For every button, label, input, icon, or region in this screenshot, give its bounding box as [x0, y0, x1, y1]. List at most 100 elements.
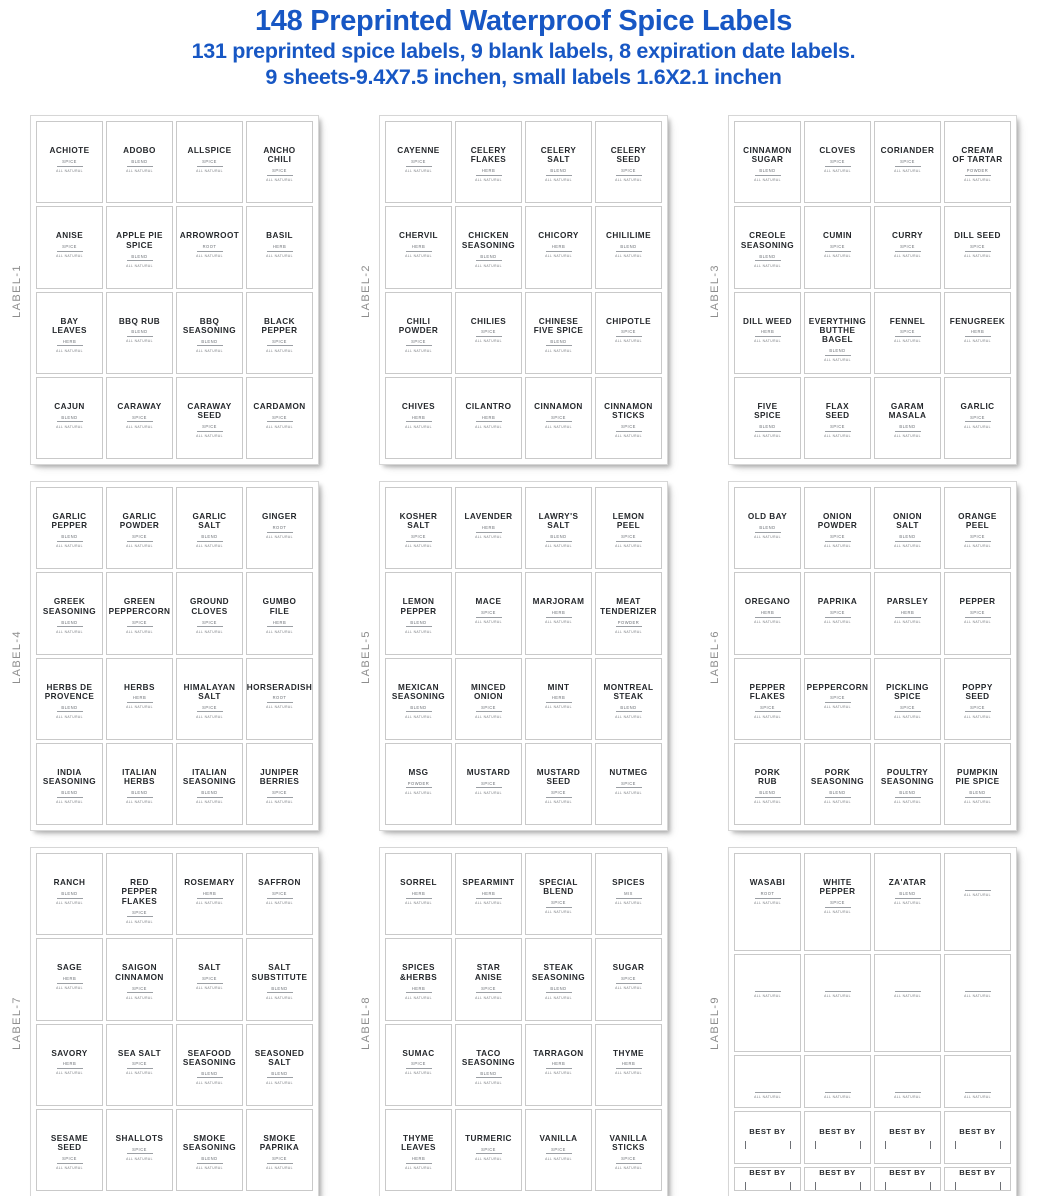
spice-label[interactable]: CHINESE FIVE SPICE BLEND ALL NATURAL: [525, 291, 592, 374]
best-by-label[interactable]: BEST BY: [734, 1166, 801, 1191]
best-by-date-slots[interactable]: [884, 1140, 931, 1149]
spice-label[interactable]: CREAM OF TARTAR POWDER ALL NATURAL: [944, 121, 1011, 204]
best-by-label[interactable]: BEST BY: [804, 1166, 871, 1191]
spice-label[interactable]: TACO SEASONING BLEND ALL NATURAL: [455, 1023, 522, 1106]
spice-label[interactable]: RANCH BLEND ALL NATURAL: [36, 853, 103, 936]
spice-label[interactable]: CHICORY HERB ALL NATURAL: [525, 206, 592, 289]
spice-label[interactable]: BASIL HERB ALL NATURAL: [246, 206, 313, 289]
spice-label[interactable]: FLAX SEED SPICE ALL NATURAL: [804, 376, 871, 459]
spice-label[interactable]: PEPPER SPICE ALL NATURAL: [944, 572, 1011, 655]
spice-label[interactable]: MSG POWDER ALL NATURAL: [385, 742, 452, 825]
spice-label[interactable]: SAVORY HERB ALL NATURAL: [36, 1023, 103, 1106]
spice-label[interactable]: ROSEMARY HERB ALL NATURAL: [176, 853, 243, 936]
spice-label[interactable]: CHERVIL HERB ALL NATURAL: [385, 206, 452, 289]
spice-label[interactable]: FENNEL SPICE ALL NATURAL: [874, 291, 941, 374]
spice-label[interactable]: SUGAR SPICE ALL NATURAL: [595, 938, 662, 1021]
spice-label[interactable]: DILL WEED HERB ALL NATURAL: [734, 291, 801, 374]
spice-label[interactable]: LEMON PEPPER BLEND ALL NATURAL: [385, 572, 452, 655]
spice-label[interactable]: GREEK SEASONING BLEND ALL NATURAL: [36, 572, 103, 655]
best-by-label[interactable]: BEST BY: [734, 1111, 801, 1164]
spice-label[interactable]: CHIVES HERB ALL NATURAL: [385, 376, 452, 459]
blank-label[interactable]: ALL NATURAL: [734, 1055, 801, 1109]
spice-label[interactable]: APPLE PIE SPICE BLEND ALL NATURAL: [106, 206, 173, 289]
spice-label[interactable]: CHIPOTLE SPICE ALL NATURAL: [595, 291, 662, 374]
spice-label[interactable]: DILL SEED SPICE ALL NATURAL: [944, 206, 1011, 289]
spice-label[interactable]: HERBS HERB ALL NATURAL: [106, 657, 173, 740]
spice-label[interactable]: SAFFRON SPICE ALL NATURAL: [246, 853, 313, 936]
spice-label[interactable]: BLACK PEPPER SPICE ALL NATURAL: [246, 291, 313, 374]
spice-label[interactable]: CAYENNE SPICE ALL NATURAL: [385, 121, 452, 204]
spice-label[interactable]: GROUND CLOVES SPICE ALL NATURAL: [176, 572, 243, 655]
blank-label[interactable]: ALL NATURAL: [944, 853, 1011, 952]
best-by-date-slots[interactable]: [744, 1140, 791, 1149]
spice-label[interactable]: STAR ANISE SPICE ALL NATURAL: [455, 938, 522, 1021]
spice-label[interactable]: MACE SPICE ALL NATURAL: [455, 572, 522, 655]
spice-label[interactable]: PARSLEY HERB ALL NATURAL: [874, 572, 941, 655]
blank-label[interactable]: ALL NATURAL: [874, 954, 941, 1053]
spice-label[interactable]: GARAM MASALA BLEND ALL NATURAL: [874, 376, 941, 459]
blank-label[interactable]: ALL NATURAL: [874, 1055, 941, 1109]
spice-label[interactable]: PORK SEASONING BLEND ALL NATURAL: [804, 742, 871, 825]
spice-label[interactable]: SALT SPICE ALL NATURAL: [176, 938, 243, 1021]
spice-label[interactable]: PEPPER FLAKES SPICE ALL NATURAL: [734, 657, 801, 740]
spice-label[interactable]: LAWRY'S SALT BLEND ALL NATURAL: [525, 487, 592, 570]
spice-label[interactable]: CHILI POWDER SPICE ALL NATURAL: [385, 291, 452, 374]
spice-label[interactable]: MUSTARD SPICE ALL NATURAL: [455, 742, 522, 825]
spice-label[interactable]: GUMBO FILE HERB ALL NATURAL: [246, 572, 313, 655]
spice-label[interactable]: EVERYTHING BUTTHE BAGEL BLEND ALL NATURAL: [804, 291, 871, 374]
spice-label[interactable]: THYME LEAVES HERB ALL NATURAL: [385, 1108, 452, 1191]
spice-label[interactable]: CELERY FLAKES HERB ALL NATURAL: [455, 121, 522, 204]
spice-label[interactable]: SMOKE PAPRIKA SPICE ALL NATURAL: [246, 1108, 313, 1191]
spice-label[interactable]: SMOKE SEASONING BLEND ALL NATURAL: [176, 1108, 243, 1191]
spice-label[interactable]: SEASONED SALT BLEND ALL NATURAL: [246, 1023, 313, 1106]
spice-label[interactable]: SPICES &HERBS HERB ALL NATURAL: [385, 938, 452, 1021]
spice-label[interactable]: RED PEPPER FLAKES SPICE ALL NATURAL: [106, 853, 173, 936]
spice-label[interactable]: ZA'ATAR BLEND ALL NATURAL: [874, 853, 941, 952]
spice-label[interactable]: CINNAMON SPICE ALL NATURAL: [525, 376, 592, 459]
spice-label[interactable]: SALT SUBSTITUTE BLEND ALL NATURAL: [246, 938, 313, 1021]
spice-label[interactable]: ANISE SPICE ALL NATURAL: [36, 206, 103, 289]
spice-label[interactable]: BBQ RUB BLEND ALL NATURAL: [106, 291, 173, 374]
blank-label[interactable]: ALL NATURAL: [804, 1055, 871, 1109]
spice-label[interactable]: GARLIC PEPPER BLEND ALL NATURAL: [36, 487, 103, 570]
spice-label[interactable]: CORIANDER SPICE ALL NATURAL: [874, 121, 941, 204]
spice-label[interactable]: PORK RUB BLEND ALL NATURAL: [734, 742, 801, 825]
spice-label[interactable]: CARAWAY SPICE ALL NATURAL: [106, 376, 173, 459]
best-by-label[interactable]: BEST BY: [944, 1166, 1011, 1191]
best-by-label[interactable]: BEST BY: [804, 1111, 871, 1164]
blank-label[interactable]: ALL NATURAL: [944, 1055, 1011, 1109]
best-by-date-slots[interactable]: [884, 1181, 931, 1190]
spice-label[interactable]: MEXICAN SEASONING BLEND ALL NATURAL: [385, 657, 452, 740]
spice-label[interactable]: BBQ SEASONING BLEND ALL NATURAL: [176, 291, 243, 374]
spice-label[interactable]: CAJUN BLEND ALL NATURAL: [36, 376, 103, 459]
spice-label[interactable]: CREOLE SEASONING BLEND ALL NATURAL: [734, 206, 801, 289]
spice-label[interactable]: CILANTRO HERB ALL NATURAL: [455, 376, 522, 459]
best-by-date-slots[interactable]: [814, 1140, 861, 1149]
best-by-date-slots[interactable]: [954, 1140, 1001, 1149]
spice-label[interactable]: MINCED ONION SPICE ALL NATURAL: [455, 657, 522, 740]
spice-label[interactable]: CUMIN SPICE ALL NATURAL: [804, 206, 871, 289]
spice-label[interactable]: INDIA SEASONING BLEND ALL NATURAL: [36, 742, 103, 825]
spice-label[interactable]: MEAT TENDERIZER POWDER ALL NATURAL: [595, 572, 662, 655]
spice-label[interactable]: CHILILIME BLEND ALL NATURAL: [595, 206, 662, 289]
spice-label[interactable]: WASABI ROOT ALL NATURAL: [734, 853, 801, 952]
spice-label[interactable]: PEPPERCORN SPICE ALL NATURAL: [804, 657, 871, 740]
spice-label[interactable]: GARLIC SPICE ALL NATURAL: [944, 376, 1011, 459]
spice-label[interactable]: MINT HERB ALL NATURAL: [525, 657, 592, 740]
spice-label[interactable]: VANILLA STICKS SPICE ALL NATURAL: [595, 1108, 662, 1191]
spice-label[interactable]: SORREL HERB ALL NATURAL: [385, 853, 452, 936]
spice-label[interactable]: TARRAGON HERB ALL NATURAL: [525, 1023, 592, 1106]
best-by-date-slots[interactable]: [814, 1181, 861, 1190]
spice-label[interactable]: SAIGON CINNAMON SPICE ALL NATURAL: [106, 938, 173, 1021]
best-by-date-slots[interactable]: [744, 1181, 791, 1190]
spice-label[interactable]: ACHIOTE SPICE ALL NATURAL: [36, 121, 103, 204]
spice-label[interactable]: CARAWAY SEED SPICE ALL NATURAL: [176, 376, 243, 459]
spice-label[interactable]: PUMPKIN PIE SPICE BLEND ALL NATURAL: [944, 742, 1011, 825]
spice-label[interactable]: SESAME SEED SPICE ALL NATURAL: [36, 1108, 103, 1191]
best-by-date-slots[interactable]: [954, 1181, 1001, 1190]
spice-label[interactable]: SPICES MIX ALL NATURAL: [595, 853, 662, 936]
best-by-label[interactable]: BEST BY: [944, 1111, 1011, 1164]
spice-label[interactable]: SEAFOOD SEASONING BLEND ALL NATURAL: [176, 1023, 243, 1106]
spice-label[interactable]: ORANGE PEEL SPICE ALL NATURAL: [944, 487, 1011, 570]
spice-label[interactable]: POULTRY SEASONING BLEND ALL NATURAL: [874, 742, 941, 825]
